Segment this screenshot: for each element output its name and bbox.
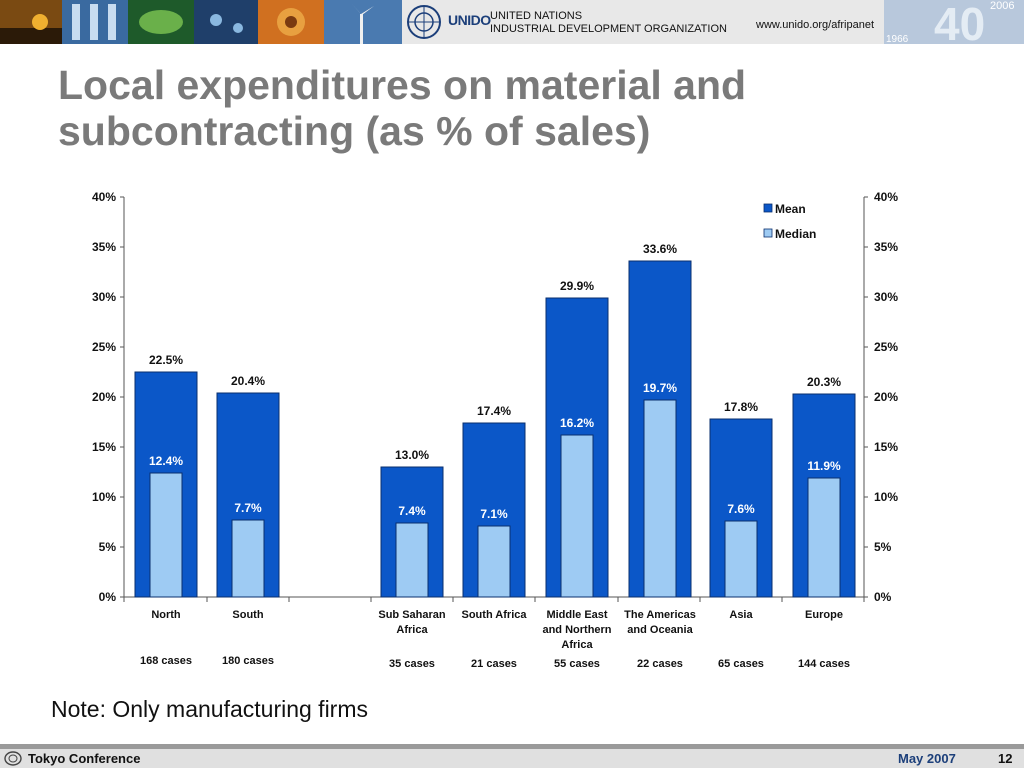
y-tick-label-right: 10% bbox=[874, 490, 898, 504]
x-category-label: The Americas bbox=[624, 609, 696, 621]
y-tick-label-right: 5% bbox=[874, 540, 892, 554]
case-count-label: 180 cases bbox=[222, 655, 274, 667]
bar-median bbox=[724, 520, 758, 598]
case-count-label: 35 cases bbox=[389, 658, 435, 670]
anniversary-year-top: 2006 bbox=[990, 0, 1014, 12]
legend-label-median: Median bbox=[775, 227, 816, 241]
slide-note: Note: Only manufacturing firms bbox=[51, 696, 369, 722]
x-category-label: North bbox=[151, 609, 181, 621]
x-category-label: Africa bbox=[561, 639, 593, 651]
y-tick-label-left: 25% bbox=[92, 340, 116, 354]
case-count-label: 55 cases bbox=[554, 658, 600, 670]
anniversary-year-bottom: 1966 bbox=[886, 34, 909, 44]
legend-swatch-median bbox=[763, 228, 773, 238]
data-label-mean: 20.4% bbox=[231, 374, 265, 388]
x-category-label: Asia bbox=[729, 609, 753, 621]
bar-median bbox=[807, 477, 841, 598]
x-category-label: and Northern bbox=[542, 624, 611, 636]
legend-box bbox=[738, 194, 862, 246]
header-url: www.unido.org/afripanet bbox=[756, 19, 875, 31]
bar-chart: 0% 0% 5% 5% 10% 10% 15% 15% 20% 20% 25% 25% 30% 30% 35… bbox=[92, 190, 898, 670]
org-name-line2: INDUSTRIAL DEVELOPMENT ORGANIZATION bbox=[490, 23, 727, 35]
x-category-label: Europe bbox=[805, 609, 843, 621]
x-category-label: South bbox=[232, 609, 263, 621]
y-tick-label-left: 20% bbox=[92, 390, 116, 404]
y-tick-label-right: 35% bbox=[874, 240, 898, 254]
legend-swatch-mean bbox=[763, 203, 773, 213]
photo-sunflower-icon bbox=[258, 0, 324, 44]
bar-median bbox=[560, 434, 594, 598]
data-label-mean: 29.9% bbox=[560, 279, 594, 293]
bar-median bbox=[477, 525, 511, 598]
y-tick-label-right: 25% bbox=[874, 340, 898, 354]
bar-median bbox=[643, 399, 677, 598]
footer-conference: Tokyo Conference bbox=[28, 751, 141, 766]
case-count-label: 144 cases bbox=[798, 658, 850, 670]
data-label-median: 7.4% bbox=[398, 504, 426, 518]
data-label-mean: 13.0% bbox=[395, 448, 429, 462]
data-label-median: 12.4% bbox=[149, 454, 183, 468]
y-tick-label-right: 40% bbox=[874, 190, 898, 204]
case-count-label: 21 cases bbox=[471, 658, 517, 670]
data-label-median: 7.1% bbox=[480, 507, 508, 521]
x-category-label: and Oceania bbox=[627, 624, 693, 636]
photo-sunset-icon bbox=[0, 0, 62, 44]
x-category-label: South Africa bbox=[462, 609, 528, 621]
y-tick-label-right: 20% bbox=[874, 390, 898, 404]
case-count-label: 168 cases bbox=[140, 655, 192, 667]
x-category-label: Sub Saharan bbox=[378, 609, 446, 621]
data-label-median: 7.6% bbox=[727, 502, 755, 516]
case-count-label: 65 cases bbox=[718, 658, 764, 670]
data-label-mean: 17.8% bbox=[724, 400, 758, 414]
slide-title: Local expenditures on material and subco… bbox=[58, 62, 747, 154]
case-count-label: 22 cases bbox=[637, 658, 683, 670]
un-emblem-icon bbox=[407, 5, 441, 39]
anniversary-number: 40 bbox=[934, 0, 985, 44]
bar-median bbox=[395, 522, 429, 598]
x-category-label: Middle East bbox=[546, 609, 607, 621]
footer-un-emblem-icon bbox=[4, 751, 22, 766]
y-tick-label-left: 35% bbox=[92, 240, 116, 254]
data-label-mean: 33.6% bbox=[643, 242, 677, 256]
data-label-mean: 17.4% bbox=[477, 404, 511, 418]
x-category-label: Africa bbox=[396, 624, 428, 636]
org-name-line1: UNITED NATIONS bbox=[490, 10, 583, 22]
data-label-median: 19.7% bbox=[643, 381, 677, 395]
legend-label-mean: Mean bbox=[775, 202, 806, 216]
photo-wind-turbine-icon bbox=[324, 0, 402, 44]
footer-bar: Tokyo Conference May 2007 12 bbox=[0, 749, 1024, 768]
y-tick-label-left: 5% bbox=[99, 540, 117, 554]
photo-water-icon bbox=[194, 0, 258, 44]
photo-plant-icon bbox=[128, 0, 194, 44]
data-label-median: 11.9% bbox=[807, 459, 841, 473]
data-label-mean: 20.3% bbox=[807, 375, 841, 389]
data-label-median: 7.7% bbox=[234, 501, 262, 515]
y-tick-label-left: 0% bbox=[99, 590, 117, 604]
anniversary-logo-icon: 40 2006 1966 bbox=[884, 0, 1024, 44]
bar-median bbox=[231, 519, 265, 598]
header-banner: UNIDO UNITED NATIONS INDUSTRIAL DEVELOPM… bbox=[0, 0, 1024, 44]
page-number: 12 bbox=[998, 751, 1013, 766]
y-tick-label-right: 30% bbox=[874, 290, 898, 304]
y-tick-label-left: 30% bbox=[92, 290, 116, 304]
unido-logo-block: UNIDO UNITED NATIONS INDUSTRIAL DEVELOPM… bbox=[404, 4, 734, 40]
unido-wordmark: UNIDO bbox=[448, 12, 491, 28]
bar-median bbox=[149, 472, 183, 598]
y-tick-label-left: 15% bbox=[92, 440, 116, 454]
y-tick-label-right: 15% bbox=[874, 440, 898, 454]
y-tick-label-right: 0% bbox=[874, 590, 892, 604]
data-label-median: 16.2% bbox=[560, 416, 594, 430]
y-tick-label-left: 10% bbox=[92, 490, 116, 504]
footer-divider bbox=[0, 744, 1024, 749]
photo-lab-tubes-icon bbox=[62, 0, 128, 44]
y-tick-label-left: 40% bbox=[92, 190, 116, 204]
data-label-mean: 22.5% bbox=[149, 353, 183, 367]
footer-date: May 2007 bbox=[898, 751, 956, 766]
